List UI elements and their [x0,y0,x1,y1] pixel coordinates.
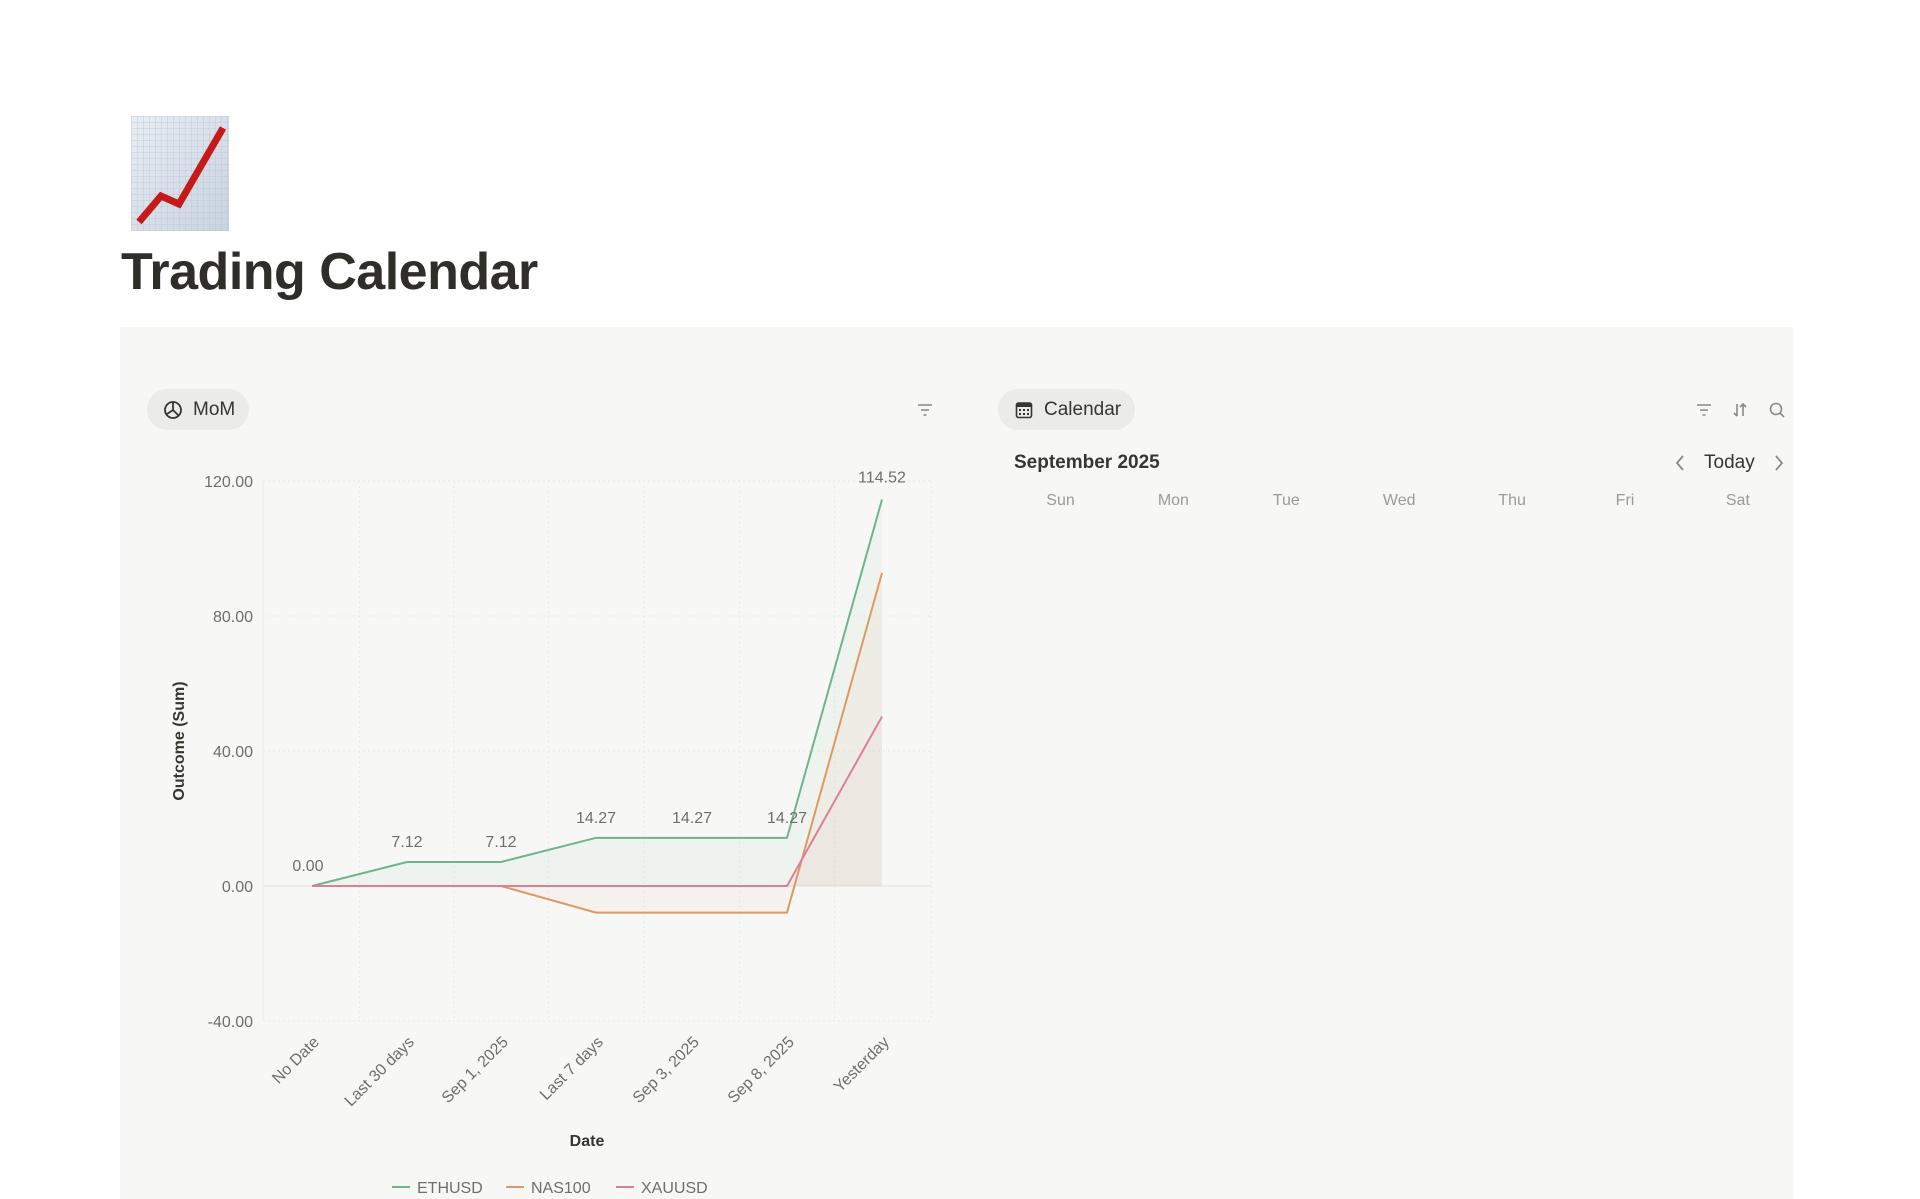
weekday-header: Thu [1498,492,1526,509]
x-tick-label: Last 30 days [342,1034,418,1110]
filter-icon[interactable] [1694,400,1714,420]
series-area-xauusd [312,716,882,886]
y-axis-title: Outcome (Sum) [171,681,188,800]
chart-increasing-icon: 31Sep 1▲$7.12 • 1 T2$0 • 0 Trad3▼$-28 • … [131,116,229,231]
x-tick-label: Yesterday [831,1034,893,1096]
weekday-header: Tue [1272,492,1300,509]
weekday-header: Wed [1382,492,1416,509]
y-tick-label: 80.00 [213,609,253,626]
legend-item: XAUUSD [641,1180,708,1197]
chevron-right-icon[interactable] [1771,452,1787,474]
today-button[interactable]: Today [1704,452,1755,473]
weekday-header: Sun [1046,492,1075,509]
data-label: 14.27 [672,810,712,827]
sort-icon[interactable] [1730,400,1750,420]
line-chart: 120.00 80.00 40.00 0.00 -40.00 No Date Last 30… [171,469,932,1197]
x-tick-label: Last 7 days [537,1034,607,1104]
x-tick-label: No Date [269,1034,323,1088]
weekday-header: Sat [1725,492,1750,509]
y-tick-label: -40.00 [208,1014,253,1031]
data-label: 0.00 [292,858,323,875]
chevron-left-icon[interactable] [1672,452,1688,474]
view-tab-label: Calendar [1044,398,1122,420]
calendar-icon [1014,400,1034,420]
calendar-month-title: September 2025 [1014,452,1160,473]
weekday-header: Mon [1157,492,1189,509]
y-tick-label: 120.00 [204,474,253,491]
data-label: 14.27 [576,810,616,827]
data-label: 14.27 [767,810,807,827]
pie-chart-icon [163,400,183,420]
x-tick-label: Sep 1, 2025 [439,1034,512,1107]
filter-icon[interactable] [915,400,935,420]
data-label: 114.52 [858,469,906,486]
view-tab-mom[interactable]: MoM [147,389,250,430]
y-tick-label: 0.00 [222,879,253,896]
legend-item: ETHUSD [417,1180,483,1197]
page-title: Trading Calendar [121,243,538,301]
data-label: 7.12 [391,834,422,851]
legend-item: NAS100 [531,1180,591,1197]
x-tick-label: Sep 8, 2025 [725,1034,798,1107]
y-tick-label: 40.00 [213,744,253,761]
data-label: 7.12 [485,834,516,851]
weekday-header: Fri [1615,492,1635,509]
view-tab-label: MoM [193,398,236,420]
search-icon[interactable] [1767,400,1787,420]
series-area-ethusd [312,499,882,886]
series-area-nas100 [312,573,882,913]
x-axis-title: Date [570,1133,605,1150]
content-panel [120,327,1794,1199]
x-tick-label: Sep 3, 2025 [630,1034,703,1107]
view-tab-calendar[interactable]: Calendar [998,389,1136,430]
